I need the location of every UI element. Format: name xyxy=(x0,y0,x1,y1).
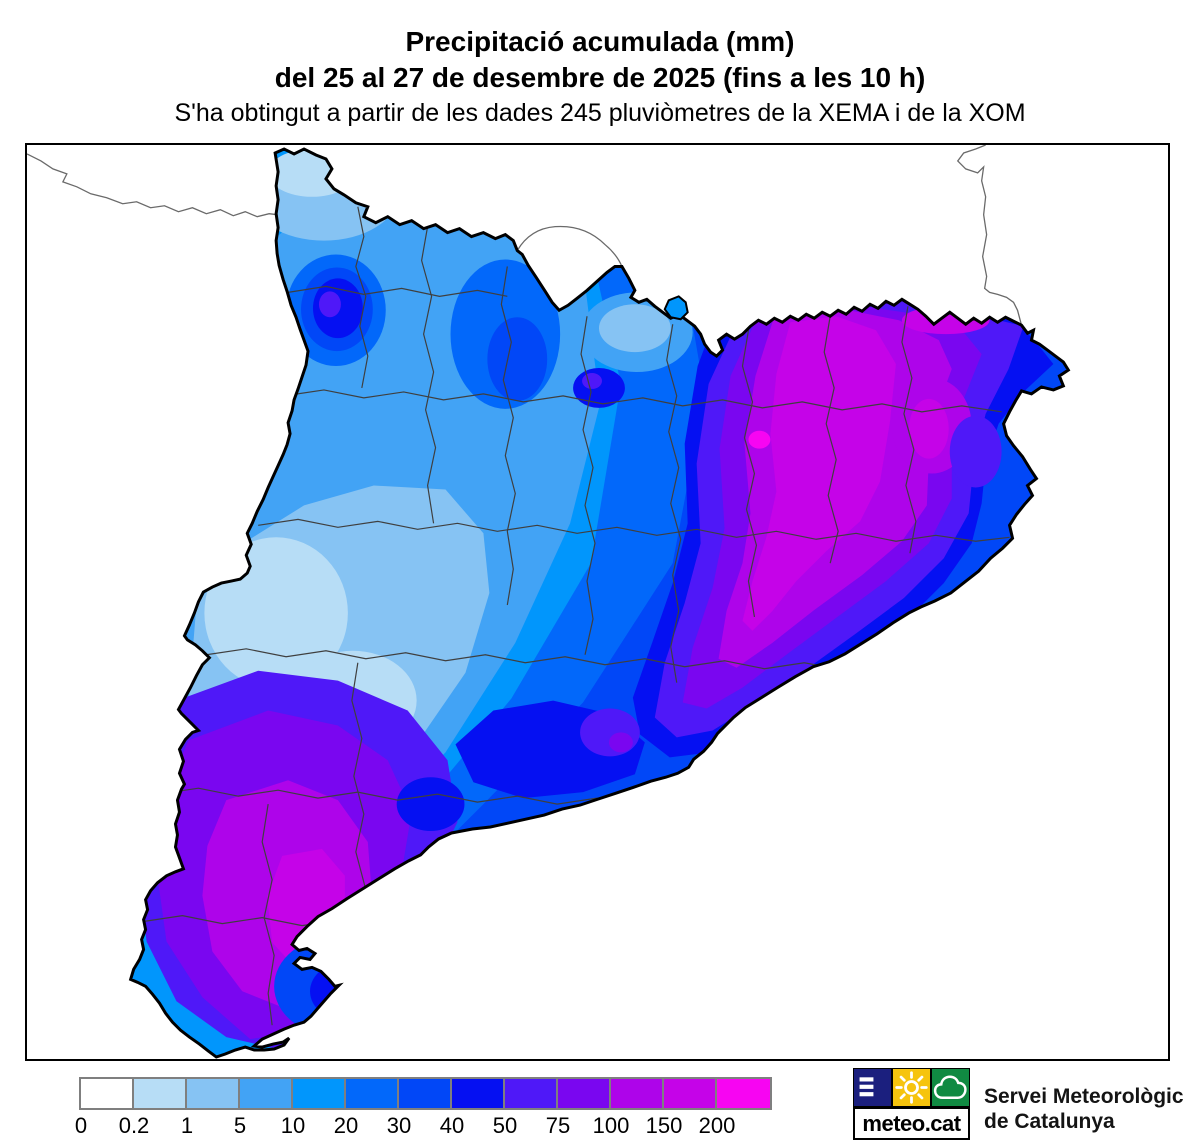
logo-icon-row xyxy=(853,1068,970,1107)
meteocat-logo: meteo.cat xyxy=(853,1068,970,1140)
legend-swatch-100 xyxy=(611,1079,664,1108)
legend-swatch-5 xyxy=(240,1079,293,1108)
legend-swatch-1 xyxy=(187,1079,240,1108)
llivia-exclave xyxy=(663,295,689,321)
org-name: Servei Meteorològic de Catalunya xyxy=(984,1085,1184,1135)
org-name-line2: de Catalunya xyxy=(984,1109,1115,1133)
legend-label-5: 5 xyxy=(233,1113,247,1138)
legend-swatch-150 xyxy=(664,1079,717,1108)
map-title-dates: del 25 al 27 de desembre de 2025 (fins a… xyxy=(274,62,926,93)
external-border-lines xyxy=(27,145,1023,326)
logo-sun-icon xyxy=(892,1068,931,1107)
legend-label-75: 75 xyxy=(545,1113,571,1138)
org-name-line1: Servei Meteorològic xyxy=(984,1085,1184,1108)
legend-label-1: 1 xyxy=(180,1113,194,1138)
comarca-borders xyxy=(142,206,1010,1026)
legend-label-0.2: 0.2 xyxy=(118,1113,150,1138)
legend-label-20: 20 xyxy=(333,1113,359,1138)
logo-cloud-icon xyxy=(931,1068,970,1107)
legend-label-150: 150 xyxy=(645,1113,683,1138)
map-title: Precipitació acumulada (mm) xyxy=(405,26,795,57)
legend-swatch-0.2 xyxy=(134,1079,187,1108)
france-aragon-border-line xyxy=(27,153,278,218)
precipitation-map-svg xyxy=(27,145,1070,1059)
map-subtitle: S'ha obtingut a partir de les dades 245 … xyxy=(174,99,1026,127)
legend-swatch-0 xyxy=(81,1079,134,1108)
legend-label-100: 100 xyxy=(592,1113,630,1138)
legend-swatch-50 xyxy=(505,1079,558,1108)
legend-swatch-200 xyxy=(717,1079,770,1108)
legend-swatch-30 xyxy=(399,1079,452,1108)
map-canvas xyxy=(25,143,1170,1061)
legend-swatch-10 xyxy=(293,1079,346,1108)
andorra-border-line xyxy=(516,225,623,267)
legend-label-50: 50 xyxy=(492,1113,518,1138)
legend-label-30: 30 xyxy=(386,1113,412,1138)
logo-bars-icon xyxy=(853,1068,892,1107)
legend-swatch-40 xyxy=(452,1079,505,1108)
legend-swatch-20 xyxy=(346,1079,399,1108)
legend-label-40: 40 xyxy=(439,1113,465,1138)
legend-label-200: 200 xyxy=(698,1113,736,1138)
logo-wordmark: meteo.cat xyxy=(853,1107,970,1140)
legend-value-labels: 0 0.2 1 5 10 20 30 40 50 75 100 150 200 xyxy=(75,1113,770,1140)
french-coast-line xyxy=(956,145,1023,326)
legend-color-bar xyxy=(79,1077,772,1110)
legend-label-10: 10 xyxy=(280,1113,306,1138)
legend-label-0: 0 xyxy=(74,1113,88,1138)
legend-swatch-75 xyxy=(558,1079,611,1108)
precipitation-legend: 0 0.2 1 5 10 20 30 40 50 75 100 150 200 xyxy=(75,1077,772,1138)
